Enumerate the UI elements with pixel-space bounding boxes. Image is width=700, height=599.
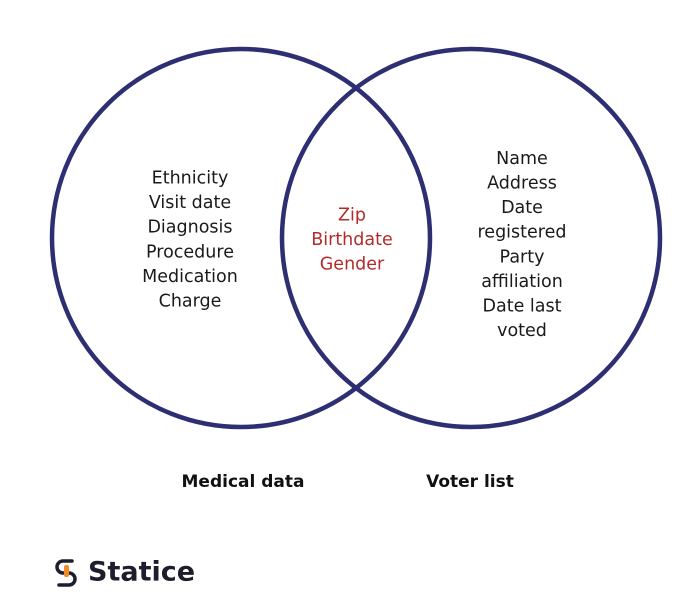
item-text: Diagnosis: [147, 218, 232, 238]
right-circle: [279, 46, 663, 430]
item-text: Name: [496, 149, 548, 169]
item-text: Gender: [320, 255, 385, 275]
item-text: Charge: [159, 292, 222, 312]
item-text: voted: [497, 321, 547, 341]
item-text: Procedure: [146, 242, 234, 262]
set-label: Voter list: [426, 472, 514, 492]
left-circle: [49, 46, 433, 430]
logo-icon: [55, 559, 77, 587]
item-text: Address: [487, 174, 557, 194]
item-text: Birthdate: [311, 230, 392, 250]
set-label: Medical data: [182, 472, 305, 492]
logo-text: Statice: [88, 557, 195, 588]
item-text: affiliation: [481, 272, 563, 292]
item-text: Visit date: [149, 193, 231, 213]
item-text: Party: [500, 247, 545, 267]
item-text: Medication: [142, 267, 238, 287]
item-text: Zip: [338, 205, 366, 225]
item-text: Ethnicity: [152, 169, 229, 189]
item-text: Date last: [483, 297, 562, 317]
item-text: registered: [478, 223, 567, 243]
item-text: Date: [501, 198, 543, 218]
